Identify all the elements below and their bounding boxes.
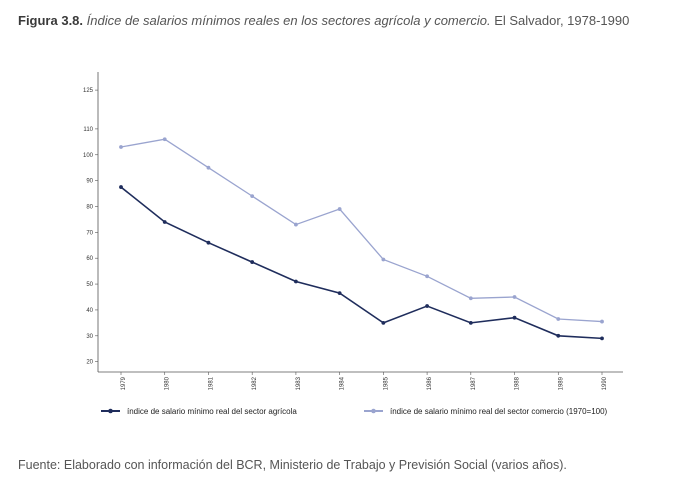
y-tick-label: 60: [86, 256, 93, 262]
data-point: [512, 295, 517, 299]
x-tick-label: 1981: [208, 376, 214, 390]
x-tick-label: 1990: [602, 376, 608, 390]
data-point: [381, 257, 386, 262]
figure-title: Figura 3.8. Índice de salarios mínimos r…: [18, 13, 629, 28]
data-point: [119, 185, 123, 189]
x-tick-label: 1980: [165, 376, 171, 390]
data-point: [512, 315, 517, 320]
series-line-1: [120, 186, 603, 340]
legend-marker-1: [108, 408, 113, 414]
data-point: [162, 137, 167, 142]
chart-subtitle: El Salvador, 1978-1990: [494, 13, 630, 28]
y-tick-label: 90: [86, 179, 93, 185]
data-point: [600, 336, 604, 341]
x-tick-label: 1988: [515, 376, 521, 390]
x-tick-label: 1986: [427, 376, 433, 390]
data-point: [250, 194, 255, 199]
data-point: [337, 207, 342, 211]
data-point: [425, 304, 429, 308]
chart-axes: 20 30 40 50 60 70 80 90 100 110 125 1979 1980 1981 198…: [83, 72, 623, 390]
y-tick-label: 20: [86, 360, 93, 366]
source-note: Fuente: Elaborado con información del BC…: [18, 458, 567, 472]
legend-marker-2: [371, 408, 376, 414]
legend-label-2: índice de salario mínimo real del sector…: [390, 407, 608, 416]
x-tick-label: 1983: [296, 376, 302, 390]
x-tick-label: 1989: [558, 376, 564, 390]
y-tick-label: 100: [83, 153, 94, 159]
y-tick-label: 125: [83, 88, 94, 94]
chart-legend: índice de salario mínimo real del sector…: [101, 407, 608, 416]
y-tick-label: 70: [86, 230, 93, 236]
data-point: [600, 319, 604, 324]
data-point: [162, 220, 167, 224]
data-point: [206, 165, 211, 170]
x-tick-label: 1985: [383, 376, 389, 390]
y-tick-label: 110: [83, 127, 93, 133]
figure-label: Figura 3.8.: [18, 13, 84, 28]
x-tick-label: 1984: [340, 376, 346, 390]
data-point: [556, 317, 561, 321]
data-point: [468, 296, 473, 301]
y-tick-label: 80: [86, 204, 93, 210]
y-tick-label: 50: [86, 282, 93, 288]
data-point: [425, 274, 429, 279]
chart-series: [119, 137, 604, 341]
x-tick-label: 1987: [471, 376, 477, 390]
data-point: [206, 240, 211, 245]
x-tick-label: 1979: [121, 376, 127, 390]
legend-label-1: índice de salario mínimo real del sector…: [127, 407, 297, 416]
data-point: [250, 260, 255, 264]
data-point: [468, 320, 473, 325]
data-point: [381, 320, 386, 325]
data-point: [337, 291, 342, 296]
data-point: [294, 222, 298, 227]
y-tick-label: 30: [86, 334, 93, 340]
y-tick-label: 40: [86, 308, 93, 314]
data-point: [119, 145, 123, 149]
chart-title: Índice de salarios mínimos reales en los…: [86, 13, 491, 28]
data-point: [294, 279, 298, 284]
series-line-2: [120, 138, 603, 323]
x-tick-label: 1982: [252, 376, 258, 390]
data-point: [556, 333, 561, 338]
